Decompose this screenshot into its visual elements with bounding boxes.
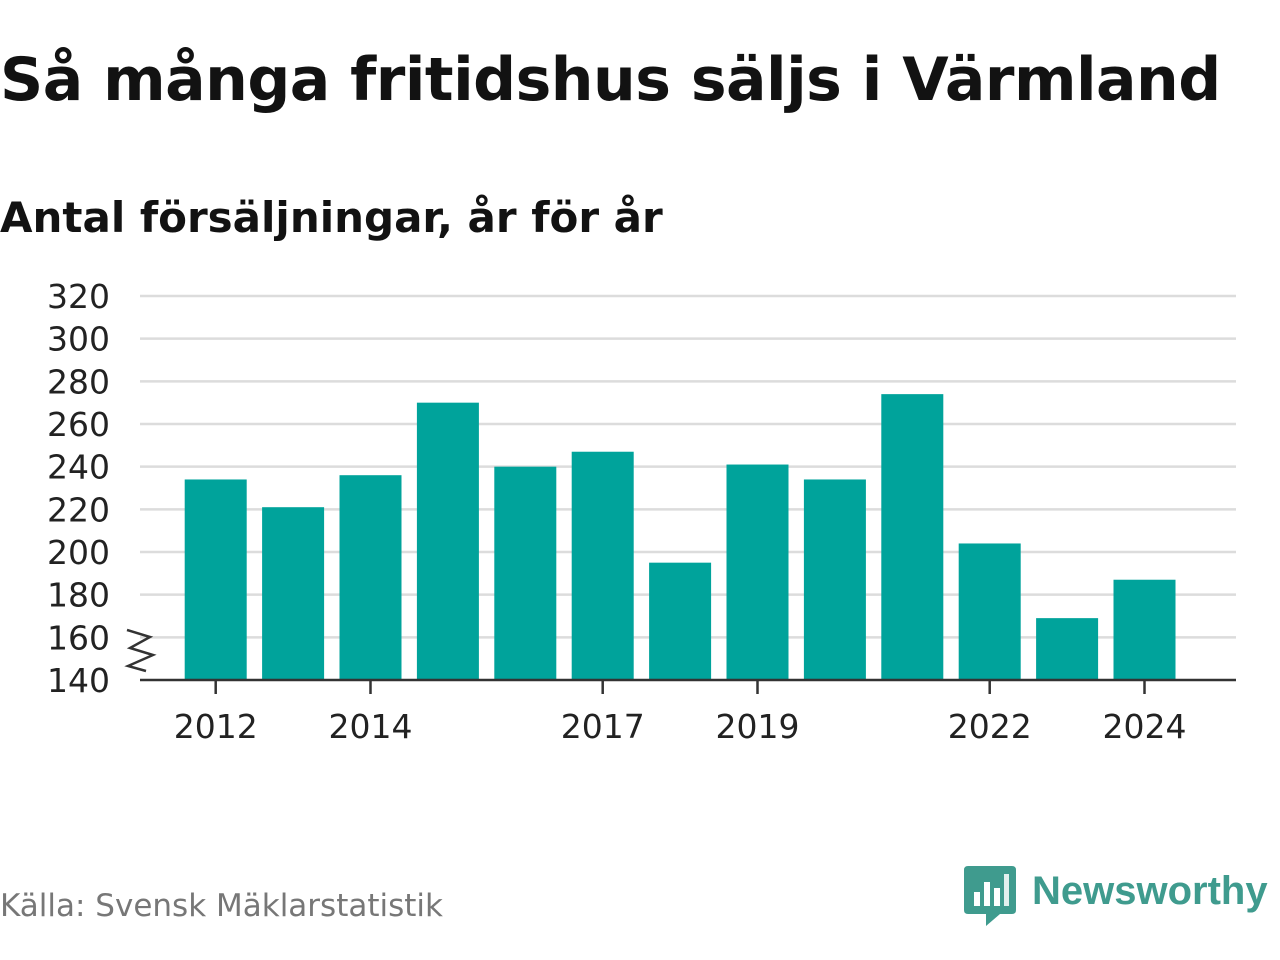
x-tick-label: 2014 [329, 707, 413, 746]
chart-title: Så många fritidshus säljs i Värmland [0, 45, 1221, 115]
y-tick-label: 260 [47, 405, 110, 444]
x-tick-label: 2024 [1103, 707, 1187, 746]
y-tick-label: 180 [47, 576, 110, 615]
y-tick-label: 320 [47, 277, 110, 316]
y-tick-label: 220 [47, 490, 110, 529]
bar-2015 [416, 402, 479, 680]
brand-name: Newsworthy [1032, 869, 1268, 913]
y-tick-label: 300 [47, 320, 110, 359]
bar-2019 [726, 464, 789, 680]
bar-2021 [881, 394, 944, 680]
bars [184, 394, 1176, 680]
y-tick-label: 160 [47, 618, 110, 657]
bar-2018 [649, 562, 712, 680]
bar-2022 [958, 543, 1021, 680]
y-tick-label: 240 [47, 448, 110, 487]
x-tick-label: 2017 [561, 707, 645, 746]
axis-break-symbol [124, 628, 157, 673]
bar-2016 [494, 466, 557, 680]
bar-2024 [1113, 579, 1176, 680]
bar-2012 [184, 479, 247, 680]
x-tick-labels: 2012 2014 2017 2019 2022 2024 [174, 707, 1187, 746]
bar-2023 [1036, 618, 1099, 680]
x-tick-label: 2022 [948, 707, 1032, 746]
y-tick-label: 280 [47, 362, 110, 401]
y-tick-label: 200 [47, 533, 110, 572]
source-note: Källa: Svensk Mäklarstatistik [0, 888, 443, 924]
newsworthy-logo-icon [964, 866, 1016, 926]
bar-2014 [339, 475, 402, 680]
brand-logo: Newsworthy [964, 864, 1280, 928]
chart-subtitle: Antal försäljningar, år för år [0, 193, 663, 242]
x-tick-label: 2019 [716, 707, 800, 746]
axes [124, 628, 1236, 694]
y-tick-label: 140 [47, 661, 110, 700]
bar-2013 [262, 507, 325, 680]
x-tick-label: 2012 [174, 707, 258, 746]
bar-2020 [803, 479, 866, 680]
bar-2017 [571, 451, 634, 680]
